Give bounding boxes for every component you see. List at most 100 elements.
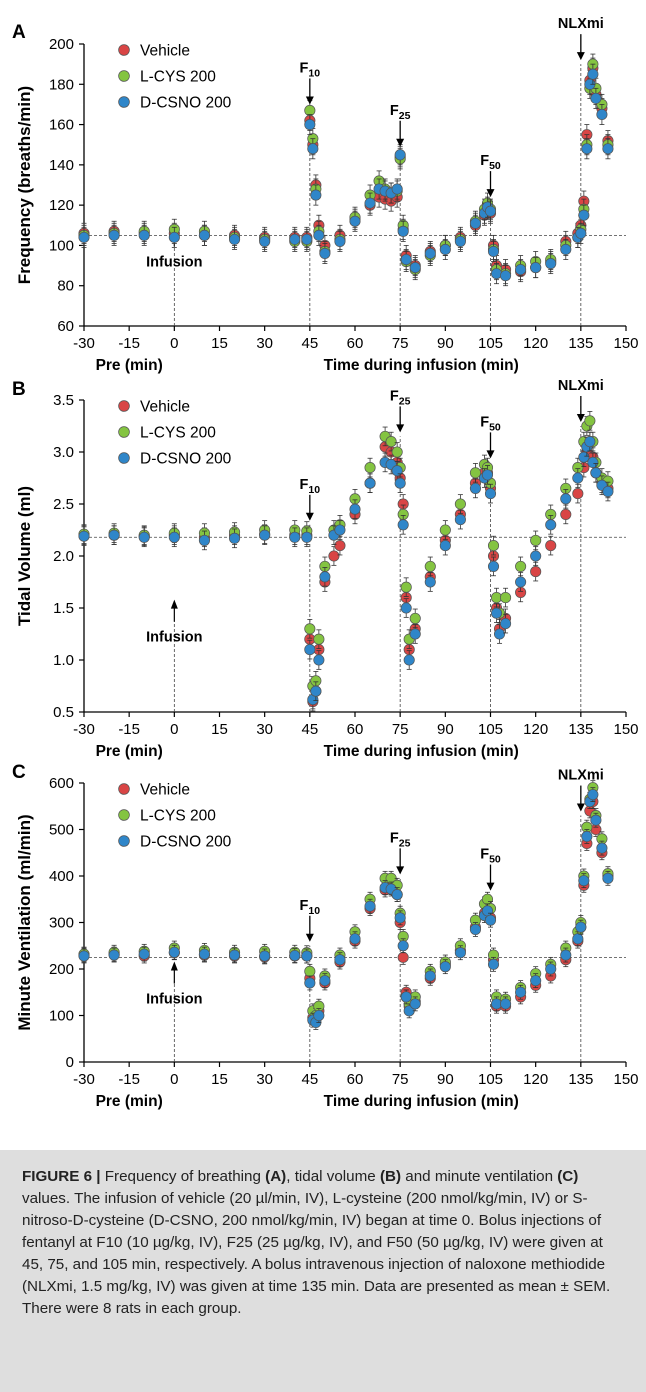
x-tick-label: 90 bbox=[437, 1071, 454, 1088]
bolus-arrow-head bbox=[576, 414, 585, 422]
data-point bbox=[469, 467, 481, 479]
data-point bbox=[424, 970, 436, 982]
data-point bbox=[545, 963, 557, 975]
legend-marker bbox=[118, 400, 130, 412]
data-point bbox=[560, 508, 572, 520]
x-tick-label: 135 bbox=[568, 721, 593, 738]
data-point bbox=[313, 229, 325, 241]
data-point bbox=[596, 108, 608, 121]
data-point bbox=[349, 503, 361, 515]
y-tick-label: 3.0 bbox=[53, 444, 74, 461]
data-point bbox=[304, 119, 316, 131]
data-point bbox=[490, 607, 503, 619]
data-point bbox=[394, 477, 406, 489]
y-tick-label: 0 bbox=[66, 1054, 74, 1071]
legend-label: Vehicle bbox=[140, 399, 190, 416]
data-point bbox=[394, 912, 406, 924]
y-tick-label: 100 bbox=[49, 237, 74, 254]
x-tick-label: 0 bbox=[170, 335, 178, 352]
data-point bbox=[304, 623, 316, 635]
data-point bbox=[587, 456, 599, 468]
data-point bbox=[334, 524, 346, 536]
legend-marker bbox=[118, 452, 130, 464]
x-tick-label: -30 bbox=[73, 1071, 95, 1088]
data-point bbox=[349, 933, 361, 945]
x-tick-label: 150 bbox=[613, 721, 638, 738]
data-point bbox=[584, 436, 596, 448]
data-point bbox=[259, 529, 271, 541]
bolus-label: F50 bbox=[480, 847, 501, 866]
x-tick-label: 45 bbox=[301, 1071, 318, 1088]
x-tick-label: 0 bbox=[170, 1071, 178, 1088]
data-point bbox=[530, 975, 542, 987]
bolus-arrow-head bbox=[396, 424, 405, 433]
bolus-label: F10 bbox=[300, 60, 321, 79]
x-tick-label: 60 bbox=[347, 721, 364, 738]
x-tick-label: -15 bbox=[118, 721, 140, 738]
legend-marker bbox=[118, 44, 130, 56]
caption-body: Frequency of breathing (A), tidal volume… bbox=[22, 1168, 610, 1317]
bolus-label-subscript: 50 bbox=[489, 421, 501, 433]
x-axis-label-pre: Pre (min) bbox=[96, 1093, 163, 1110]
data-point bbox=[400, 991, 412, 1003]
data-point bbox=[400, 602, 412, 614]
y-tick-label: 180 bbox=[49, 76, 74, 93]
data-point bbox=[454, 235, 466, 247]
data-point bbox=[304, 644, 316, 656]
data-point bbox=[364, 477, 376, 489]
data-point bbox=[397, 951, 409, 963]
data-point bbox=[108, 229, 120, 241]
bolus-label-base: NLXmi bbox=[558, 378, 604, 394]
data-point bbox=[138, 948, 150, 960]
data-point bbox=[409, 262, 421, 274]
data-point bbox=[500, 592, 512, 604]
data-point bbox=[78, 950, 90, 962]
legend-label: D-CSNO 200 bbox=[140, 451, 232, 468]
data-point bbox=[229, 532, 241, 544]
caption-panel-ref: (B) bbox=[379, 1168, 402, 1185]
data-point bbox=[304, 977, 316, 989]
data-point bbox=[487, 245, 500, 258]
legend-marker bbox=[118, 783, 130, 795]
data-point bbox=[289, 531, 301, 543]
data-point bbox=[391, 446, 403, 458]
panel-letter: B bbox=[12, 379, 26, 400]
x-tick-label: 150 bbox=[613, 335, 638, 352]
data-point bbox=[560, 949, 572, 961]
bolus-label: F10 bbox=[300, 898, 321, 917]
data-point bbox=[364, 197, 376, 209]
legend-label: D-CSNO 200 bbox=[140, 95, 232, 112]
x-tick-label: -15 bbox=[118, 335, 140, 352]
data-point bbox=[301, 531, 313, 543]
x-tick-label: 30 bbox=[256, 335, 273, 352]
data-point bbox=[198, 229, 210, 241]
x-tick-label: 120 bbox=[523, 335, 548, 352]
data-point bbox=[500, 270, 512, 282]
bolus-label-base: F bbox=[300, 60, 309, 76]
data-point bbox=[560, 493, 572, 505]
data-point bbox=[481, 893, 494, 905]
data-point bbox=[409, 998, 421, 1010]
bolus-label-subscript: 10 bbox=[308, 905, 320, 917]
data-point bbox=[481, 469, 494, 481]
data-point bbox=[313, 1009, 325, 1022]
caption-text: and minute ventilation bbox=[401, 1168, 558, 1185]
caption-label: FIGURE 6 | bbox=[22, 1168, 101, 1185]
x-tick-label: -30 bbox=[73, 721, 95, 738]
data-point bbox=[439, 524, 451, 536]
data-point bbox=[439, 540, 451, 552]
infusion-label: Infusion bbox=[146, 992, 202, 1008]
data-point bbox=[301, 950, 313, 962]
y-axis-label: Minute Ventilation (ml/min) bbox=[15, 814, 34, 1030]
data-point bbox=[484, 488, 497, 500]
data-point bbox=[545, 519, 557, 531]
bolus-arrow-head bbox=[486, 882, 495, 891]
bolus-label-subscript: 25 bbox=[399, 837, 411, 849]
data-point bbox=[391, 465, 403, 477]
data-point bbox=[530, 566, 542, 578]
data-point bbox=[530, 262, 542, 274]
legend-marker bbox=[118, 835, 130, 847]
bolus-arrow-head bbox=[305, 933, 314, 942]
x-tick-label: 0 bbox=[170, 721, 178, 738]
y-tick-label: 200 bbox=[49, 36, 74, 53]
